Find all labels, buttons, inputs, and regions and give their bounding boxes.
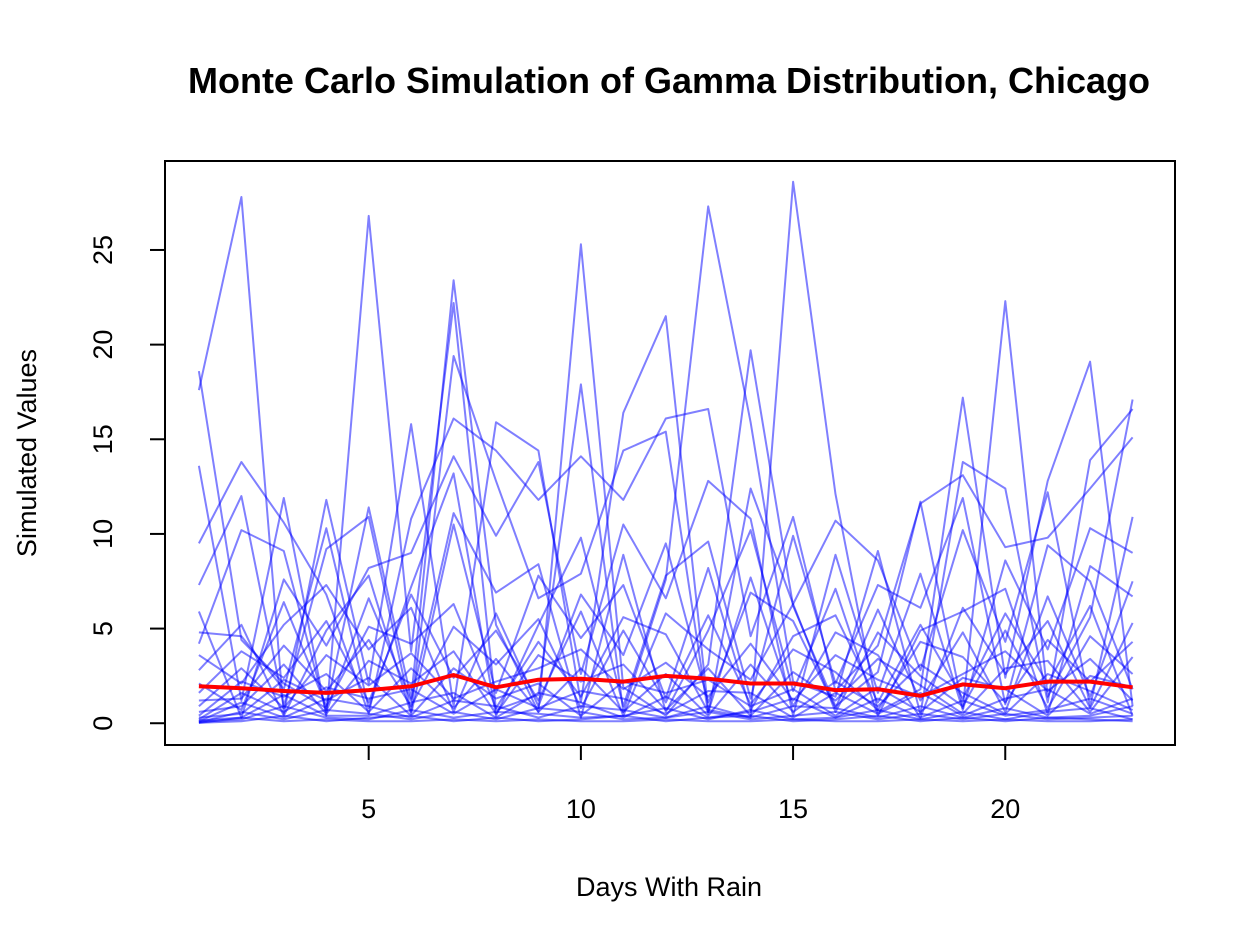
mean-line [198, 673, 1133, 698]
mean-line-group [198, 673, 1133, 698]
simulation-lines [197, 180, 1134, 724]
simulation-line-23 [198, 714, 1133, 724]
simulation-line-14 [198, 642, 1134, 710]
simulation-line-3 [197, 205, 1134, 717]
simulation-line-7 [198, 472, 1134, 717]
x-tick-label: 20 [990, 794, 1020, 824]
simulation-line-9 [198, 542, 1134, 713]
simulation-line-19 [198, 691, 1133, 722]
x-tick-label: 5 [361, 794, 376, 824]
y-tick-label: 25 [88, 235, 118, 265]
simulation-line-2 [197, 180, 1134, 719]
x-tick-label: 15 [778, 794, 808, 824]
simulation-line-17 [198, 667, 1133, 719]
y-tick-label: 0 [88, 716, 118, 731]
y-tick-label: 20 [88, 330, 118, 360]
simulation-line-15 [198, 650, 1134, 717]
simulation-line-18 [198, 686, 1133, 721]
simulation-line-22 [198, 707, 1133, 724]
simulation-line-13 [198, 614, 1134, 711]
x-axis: 5 10 15 20 [361, 744, 1020, 824]
y-axis-label: Simulated Values [12, 349, 42, 557]
chart-title: Monte Carlo Simulation of Gamma Distribu… [188, 60, 1150, 101]
simulation-line-10 [198, 523, 1134, 717]
y-axis: 0 5 10 15 20 25 [88, 235, 166, 731]
simulation-line-1 [197, 243, 1134, 717]
x-tick-label: 10 [566, 794, 596, 824]
simulation-line-11 [198, 576, 1134, 719]
y-tick-label: 15 [88, 424, 118, 454]
y-tick-label: 10 [88, 519, 118, 549]
y-tick-label: 5 [88, 621, 118, 636]
simulation-line-24 [198, 716, 1133, 724]
x-axis-label: Days With Rain [576, 872, 762, 902]
simulation-line-5 [197, 355, 1134, 715]
simulation-line-8 [197, 512, 1134, 719]
